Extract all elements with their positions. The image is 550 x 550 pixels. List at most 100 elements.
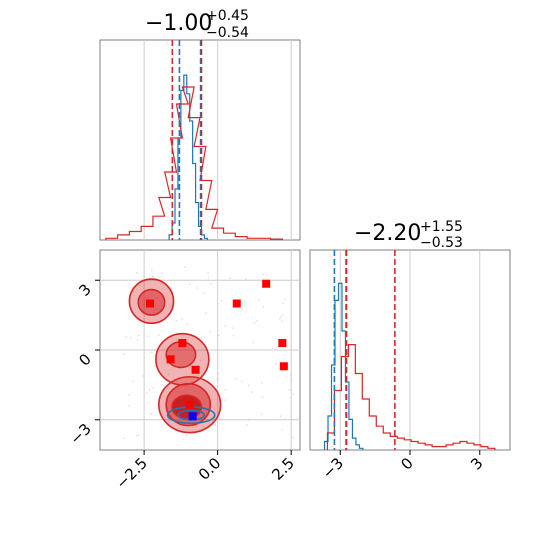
sample-point (262, 306, 265, 308)
hist-series-1 (105, 86, 283, 240)
sample-point (135, 271, 138, 274)
sample-point (138, 284, 141, 287)
sample-point (196, 374, 199, 377)
sample-point (261, 382, 263, 384)
title-plus: +1.55 (420, 219, 463, 235)
sample-point (146, 402, 149, 404)
sample-point (147, 335, 149, 338)
marker (178, 339, 187, 348)
sample-point (235, 377, 238, 380)
sample-point (232, 334, 235, 337)
sample-point (145, 391, 148, 394)
sample-point (142, 375, 145, 377)
grid (143, 40, 292, 240)
marker (279, 362, 288, 371)
marker (191, 365, 200, 374)
sample-point (152, 386, 155, 389)
sample-point (247, 384, 250, 387)
sample-point (261, 413, 263, 415)
sample-point (136, 339, 139, 341)
sample-point (206, 418, 208, 420)
sample-point (279, 318, 281, 320)
title-plus: +0.45 (206, 8, 249, 24)
y-tick-label: 3 (75, 280, 94, 299)
sample-point (281, 302, 284, 305)
sample-point (261, 273, 264, 276)
panel-hist-p1: −1.00 +0.45 −0.54 (99, 8, 301, 241)
title-value: −2.20 (354, 221, 421, 246)
x-tick-label: −2.5 (112, 454, 150, 492)
sample-point (183, 266, 186, 268)
sample-point (149, 389, 151, 391)
sample-point (248, 418, 251, 421)
sample-point (167, 373, 170, 376)
sample-point (130, 337, 132, 340)
sample-point (217, 334, 220, 337)
sample-point (122, 437, 125, 440)
marker (166, 355, 175, 364)
sample-point (154, 365, 156, 367)
x-tick-label: 3 (467, 454, 486, 473)
sample-point (292, 393, 295, 395)
sample-point (255, 319, 258, 322)
sample-point (240, 309, 243, 311)
sample-point (279, 415, 282, 417)
sample-point (151, 275, 154, 278)
sample-point (290, 374, 292, 377)
sample-point (175, 319, 178, 322)
x-tick-label: 0.0 (195, 454, 225, 484)
sample-point (205, 312, 208, 315)
panel-joint: −2.5 0.0 2.5 −3 0 3 (66, 249, 301, 493)
sample-point (203, 336, 206, 338)
grid (339, 250, 481, 450)
sample-point (288, 389, 291, 391)
sample-point (290, 378, 293, 381)
sample-point (261, 396, 264, 398)
sample-point (127, 405, 130, 407)
title-value: −1.00 (145, 11, 212, 36)
x-ticks: −3 0 3 (319, 450, 487, 482)
sample-point (275, 362, 277, 365)
sample-point (152, 275, 154, 278)
title-minus: −0.54 (206, 25, 249, 41)
sample-point (241, 380, 243, 383)
sample-point (150, 351, 153, 353)
sample-point (137, 434, 140, 436)
sample-point (229, 277, 232, 280)
sample-point (186, 323, 189, 325)
panel-hist-p2: −3 0 3 −2.20 +1.55 −0.53 (309, 219, 511, 482)
x-tick-label: 2.5 (268, 454, 298, 484)
quantile-lines (333, 250, 396, 450)
sample-point (181, 318, 183, 321)
sample-point (246, 424, 248, 426)
sample-point (161, 272, 163, 275)
sample-point (202, 292, 205, 295)
x-tick-label: 0 (397, 454, 416, 473)
sample-point (196, 287, 198, 289)
sample-point (153, 349, 155, 352)
y-tick-label: 0 (75, 350, 94, 369)
sample-point (253, 321, 256, 324)
sample-point (258, 298, 261, 301)
marker (278, 339, 287, 348)
sample-point (292, 436, 295, 439)
sample-point (132, 380, 134, 383)
quantile-lines (171, 40, 203, 240)
hist-series-0 (323, 282, 364, 450)
y-tick-label: −3 (66, 420, 94, 448)
markers (146, 279, 288, 421)
sample-point (150, 269, 153, 272)
sample-point (280, 320, 283, 322)
sample-point (271, 347, 274, 349)
sample-point (232, 327, 234, 329)
sample-point (252, 341, 255, 344)
sample-point (185, 434, 188, 436)
y-ticks: −3 0 3 (66, 279, 100, 448)
sample-point (217, 372, 220, 375)
sample-point (200, 336, 203, 339)
sample-point (281, 428, 283, 431)
sample-point (138, 334, 140, 337)
sample-point (282, 314, 284, 317)
sample-point (220, 418, 222, 420)
contours (122, 266, 295, 440)
